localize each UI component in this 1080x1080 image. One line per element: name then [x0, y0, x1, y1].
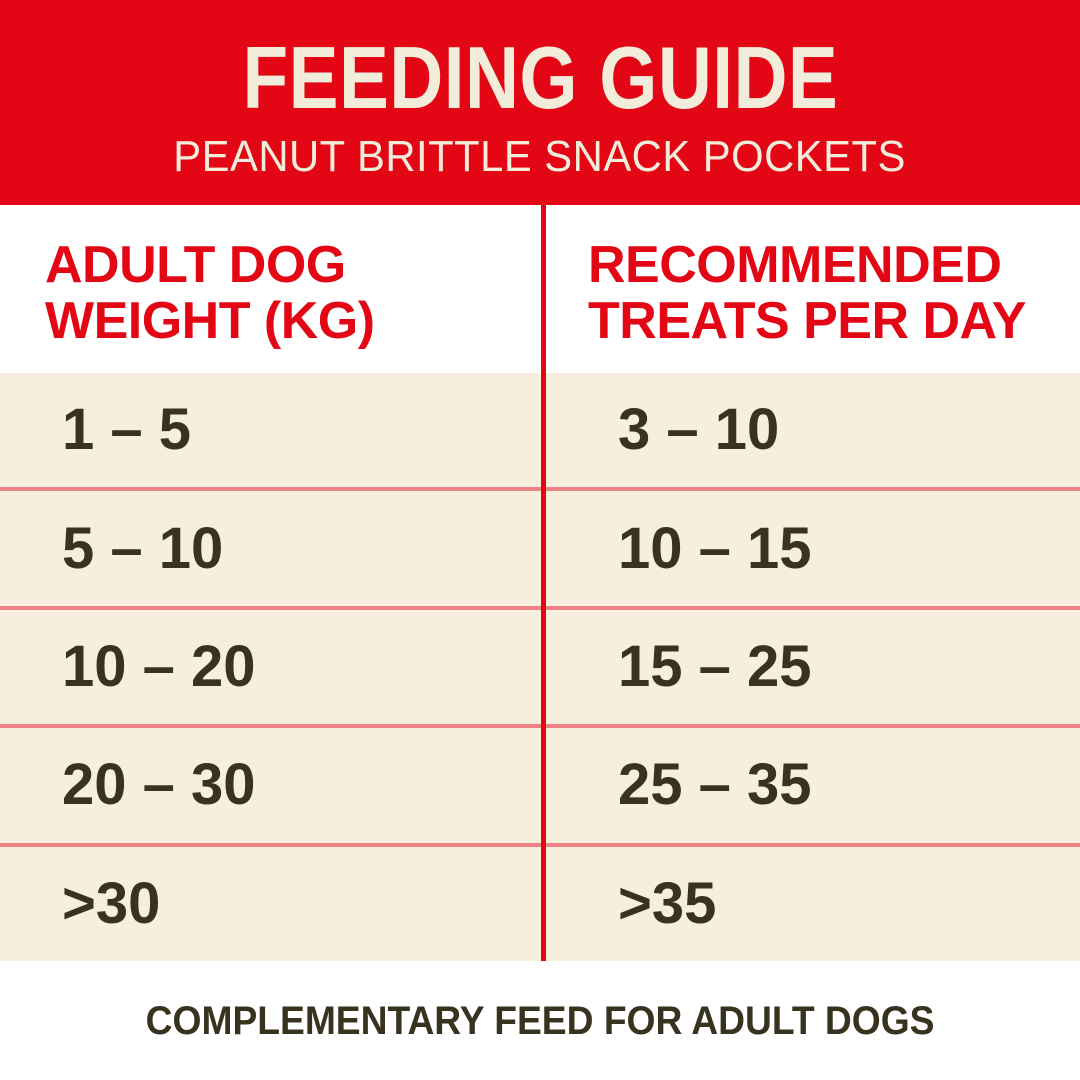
- page-title: FEEDING GUIDE: [242, 28, 838, 127]
- footer: COMPLEMENTARY FEED FOR ADULT DOGS: [0, 961, 1080, 1080]
- table-row: 20 – 30 25 – 35: [0, 724, 1080, 842]
- header-banner: FEEDING GUIDE PEANUT BRITTLE SNACK POCKE…: [0, 0, 1080, 205]
- treats-cell: >35: [618, 870, 717, 936]
- treats-cell: 3 – 10: [618, 397, 780, 463]
- table-row: 1 – 5 3 – 10: [0, 373, 1080, 487]
- weight-cell: 10 – 20: [62, 634, 256, 700]
- page-subtitle: PEANUT BRITTLE SNACK POCKETS: [173, 132, 907, 181]
- treats-cell: 15 – 25: [618, 634, 812, 700]
- weight-cell: 1 – 5: [62, 397, 191, 463]
- vertical-divider: [541, 205, 546, 961]
- weight-cell: 20 – 30: [62, 752, 256, 818]
- table-row: 10 – 20 15 – 25: [0, 605, 1080, 724]
- column-header-treats: RECOMMENDED TREATS PER DAY: [588, 236, 1026, 351]
- footer-note: COMPLEMENTARY FEED FOR ADULT DOGS: [145, 998, 935, 1043]
- weight-cell: 5 – 10: [62, 515, 224, 581]
- treats-cell: 10 – 15: [618, 515, 812, 581]
- column-header-weight: ADULT DOG WEIGHT (KG): [45, 236, 375, 351]
- table-row: >30 >35: [0, 842, 1080, 961]
- table-row: 5 – 10 10 – 15: [0, 487, 1080, 605]
- table-column-headers: ADULT DOG WEIGHT (KG) RECOMMENDED TREATS…: [0, 205, 1080, 373]
- treats-cell: 25 – 35: [618, 752, 812, 818]
- weight-cell: >30: [62, 870, 161, 936]
- feeding-table: 1 – 5 3 – 10 5 – 10 10 – 15 10 – 20 15 –…: [0, 373, 1080, 961]
